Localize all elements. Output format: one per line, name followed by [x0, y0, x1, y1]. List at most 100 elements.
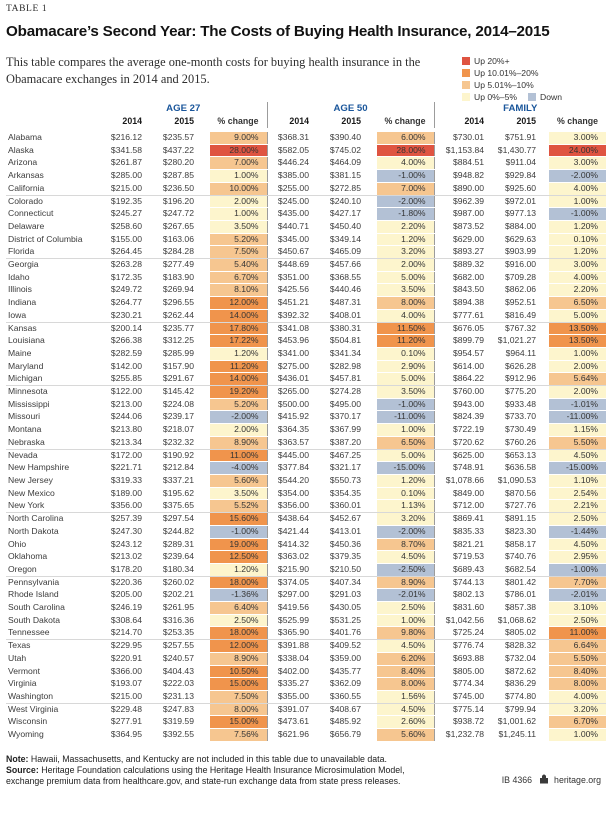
amount-cell: $450.40	[313, 220, 377, 234]
pct-change-cell: 5.00%	[377, 271, 435, 285]
col-header-2014: 2014	[433, 115, 489, 131]
legend-swatch-up10-icon	[462, 68, 470, 77]
legend-swatch-up5-icon	[462, 80, 470, 89]
table-row: Nebraska $213.34 $232.32 8.90% $363.57 $387.2…	[6, 436, 607, 450]
amount-cell: $1,430.77	[488, 144, 550, 158]
amount-cell: $272.85	[313, 182, 377, 196]
amount-cell: $693.88	[433, 652, 489, 666]
amount-cell: $722.19	[433, 423, 489, 437]
state-name: Delaware	[6, 220, 100, 234]
amount-cell: $799.94	[488, 703, 550, 717]
heritage-org-link[interactable]: heritage.org	[554, 774, 601, 785]
amount-cell: $873.52	[433, 220, 489, 234]
pct-change-cell: 15.00%	[210, 715, 267, 730]
amount-cell: $308.64	[100, 614, 146, 628]
amount-cell: $255.85	[100, 372, 146, 387]
amount-cell: $582.05	[266, 144, 313, 158]
source-line-2: exchange premium data from healthcare.go…	[6, 775, 401, 786]
table-row: Virginia $193.07 $222.03 15.00% $335.27 $362.…	[6, 677, 607, 691]
state-name: Georgia	[6, 258, 100, 272]
table-row: Utah $220.91 $240.57 8.90% $338.04 $359.00 6.2…	[6, 652, 607, 666]
pct-change-cell: -2.00%	[210, 410, 267, 425]
pct-change-cell: 3.20%	[377, 245, 435, 260]
amount-cell: $282.59	[100, 347, 146, 361]
legend-swatch-up0-icon	[462, 92, 470, 101]
pct-change-cell: 12.50%	[210, 550, 267, 564]
footer-right: IB 4366 heritage.org	[501, 773, 601, 787]
pct-change-cell: -2.50%	[377, 563, 435, 577]
legend-label: Up 5.01%–10%	[474, 79, 534, 90]
amount-cell: $349.14	[313, 233, 377, 247]
amount-cell: $676.05	[433, 322, 489, 336]
amount-cell: $457.81	[313, 372, 377, 387]
amount-cell: $446.24	[266, 156, 313, 171]
pct-change-cell: 4.00%	[377, 309, 435, 323]
report-id: IB 4366	[501, 774, 533, 785]
amount-cell: $495.00	[313, 398, 377, 412]
state-name: Arkansas	[6, 169, 100, 183]
amount-cell: $375.65	[146, 499, 210, 514]
amount-cell: $257.55	[146, 639, 210, 653]
amount-cell: $1,153.84	[433, 144, 489, 158]
state-name: Wisconsin	[6, 715, 100, 730]
amount-cell: $802.13	[433, 588, 489, 603]
pct-change-cell: 5.20%	[210, 233, 267, 247]
amount-cell: $408.67	[313, 703, 377, 717]
pct-change-cell: 1.20%	[210, 347, 267, 361]
table-row: Colorado $192.35 $196.20 2.00% $245.00 $240.1…	[6, 195, 607, 209]
state-name: West Virginia	[6, 703, 100, 717]
legend-item-down: Down	[528, 92, 562, 102]
amount-cell: $205.00	[100, 588, 146, 603]
amount-cell: $419.56	[266, 601, 313, 615]
table-row: Georgia $263.28 $277.49 5.40% $448.69 $457.66…	[6, 258, 607, 272]
amount-cell: $391.07	[266, 703, 313, 717]
amount-cell: $296.55	[146, 296, 210, 310]
table-row: Arkansas $285.00 $287.85 1.00% $385.00 $381.1…	[6, 169, 607, 183]
amount-cell: $390.40	[313, 127, 377, 145]
pct-change-cell: 2.00%	[549, 360, 607, 374]
amount-cell: $232.32	[146, 436, 210, 450]
legend-row: Up 0%–5% Down	[462, 91, 562, 102]
legend-label: Up 20%+	[474, 55, 510, 66]
amount-cell: $626.28	[488, 360, 550, 374]
pct-change-cell: 0.10%	[377, 347, 435, 361]
state-name: Tennessee	[6, 626, 100, 641]
amount-cell: $450.67	[266, 245, 313, 260]
amount-cell: $145.42	[146, 385, 210, 399]
amount-cell: $745.00	[433, 690, 489, 704]
legend-label: Up 0%–5%	[474, 91, 517, 102]
amount-cell: $253.35	[146, 626, 210, 641]
pct-change-cell: -2.00%	[377, 195, 435, 209]
amount-cell: $890.00	[433, 182, 489, 196]
pct-change-cell: -2.01%	[377, 588, 435, 603]
pct-change-cell: 18.00%	[210, 626, 267, 641]
amount-cell: $229.95	[100, 639, 146, 653]
amount-cell: $774.80	[488, 690, 550, 704]
amount-cell: $453.96	[266, 334, 313, 348]
amount-cell: $415.92	[266, 410, 313, 425]
amount-cell: $277.49	[146, 258, 210, 272]
state-name: Montana	[6, 423, 100, 437]
pct-change-cell: 7.70%	[549, 576, 607, 590]
amount-cell: $929.84	[488, 169, 550, 183]
amount-cell: $190.92	[146, 449, 210, 463]
pct-change-cell: 5.00%	[377, 372, 435, 387]
amount-cell: $244.06	[100, 410, 146, 425]
amount-cell: $385.00	[266, 169, 313, 183]
pct-change-cell: 4.00%	[377, 156, 435, 171]
amount-cell: $869.41	[433, 512, 489, 526]
amount-cell: $894.38	[433, 296, 489, 310]
pct-change-cell: 24.00%	[549, 144, 607, 158]
amount-cell: $767.32	[488, 322, 550, 336]
pct-change-cell: 2.54%	[549, 487, 607, 501]
amount-cell: $689.43	[433, 563, 489, 577]
amount-cell: $745.02	[313, 144, 377, 158]
amount-cell: $379.35	[313, 550, 377, 564]
group-header-age27: AGE 27	[166, 103, 201, 114]
amount-cell: $287.85	[146, 169, 210, 183]
pct-change-cell: 2.00%	[549, 385, 607, 399]
amount-cell: $730.01	[433, 127, 489, 145]
col-header-pct-change: % change	[377, 115, 435, 131]
amount-cell: $229.48	[100, 703, 146, 717]
amount-cell: $821.21	[433, 538, 489, 552]
